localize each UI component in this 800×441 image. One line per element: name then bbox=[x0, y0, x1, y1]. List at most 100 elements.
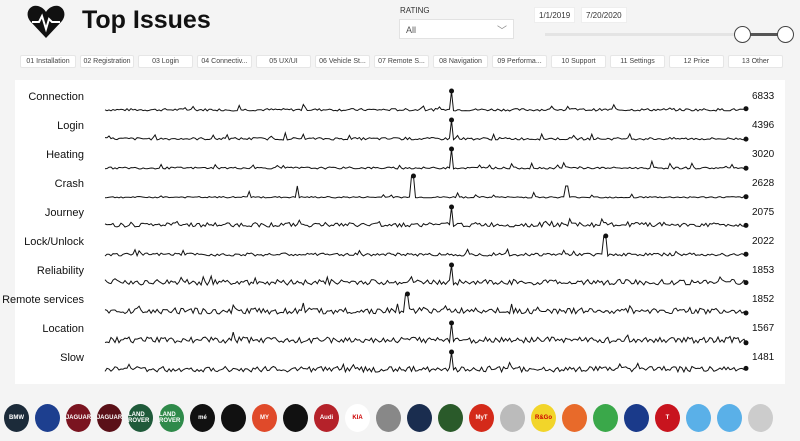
issue-total: 2022 bbox=[752, 236, 775, 247]
brand-logo-button[interactable] bbox=[283, 404, 308, 432]
issue-label: Reliability bbox=[36, 265, 84, 277]
issue-label: Remote services bbox=[2, 294, 84, 306]
brand-logo-button[interactable] bbox=[748, 404, 773, 432]
sparkline-marker bbox=[404, 291, 410, 297]
brand-logo-button[interactable] bbox=[562, 404, 587, 432]
tab-filter[interactable]: 01 Installation bbox=[20, 55, 76, 68]
tab-filter[interactable]: 09 Performa... bbox=[492, 55, 547, 68]
issue-label: Journey bbox=[44, 207, 84, 219]
chevron-down-icon: ﹀ bbox=[497, 26, 507, 37]
heart-pulse-icon bbox=[27, 5, 65, 38]
date-slider-track[interactable] bbox=[545, 33, 745, 36]
issue-total: 1567 bbox=[752, 323, 775, 334]
sparkline-marker bbox=[743, 165, 749, 171]
issue-sparkline bbox=[104, 351, 747, 374]
brand-logo-button[interactable] bbox=[593, 404, 618, 432]
brand-logo-button[interactable]: MY bbox=[252, 404, 277, 432]
rating-label: RATING bbox=[400, 6, 430, 15]
issue-label: Lock/Unlock bbox=[24, 236, 84, 248]
sparkline-marker bbox=[743, 136, 749, 142]
issue-total: 2628 bbox=[752, 178, 775, 189]
tab-filter[interactable]: 10 Support bbox=[551, 55, 606, 68]
tab-filter[interactable]: 08 Navigation bbox=[433, 55, 488, 68]
end-date-input[interactable]: 7/20/2020 bbox=[581, 7, 627, 23]
brand-logo-button[interactable] bbox=[407, 404, 432, 432]
brand-logo-button[interactable] bbox=[35, 404, 60, 432]
brand-logo-button[interactable] bbox=[376, 404, 401, 432]
date-slider-fill bbox=[742, 33, 787, 36]
issue-sparkline bbox=[104, 235, 747, 258]
sparkline-marker bbox=[449, 204, 455, 210]
brand-logo-button[interactable]: Audi bbox=[314, 404, 339, 432]
tab-filter[interactable]: 03 Login bbox=[138, 55, 193, 68]
issue-sparkline bbox=[104, 264, 747, 287]
issue-sparkline bbox=[104, 148, 747, 170]
brand-logo-button[interactable] bbox=[717, 404, 742, 432]
sparkline-marker bbox=[743, 106, 749, 112]
issue-label: Location bbox=[42, 323, 84, 335]
sparkline-marker bbox=[743, 340, 749, 346]
brand-logo-button[interactable]: MyT bbox=[469, 404, 494, 432]
brand-logo-bar: BMW JAGUAR JAGUAR LAND ROVER LAND ROVER mé MY A… bbox=[4, 404, 773, 432]
rating-dropdown[interactable]: All ﹀ bbox=[399, 19, 514, 39]
tab-filter[interactable]: 05 UX/UI bbox=[256, 55, 311, 68]
tab-filter[interactable]: 02 Registration bbox=[80, 55, 134, 68]
brand-logo-button[interactable]: KIA bbox=[345, 404, 370, 432]
tab-filter[interactable]: 13 Other bbox=[728, 55, 783, 68]
rating-value: All bbox=[406, 25, 417, 35]
tab-filter[interactable]: 04 Connectiv... bbox=[197, 55, 252, 68]
tab-filter[interactable]: 06 Vehicle St... bbox=[315, 55, 370, 68]
page-title: Top Issues bbox=[82, 6, 211, 34]
issue-total: 3020 bbox=[752, 149, 775, 160]
issue-label: Heating bbox=[46, 149, 84, 161]
sparkline-marker bbox=[449, 88, 455, 94]
sparkline-marker bbox=[449, 117, 455, 123]
issue-total: 2075 bbox=[752, 207, 775, 218]
brand-logo-button[interactable] bbox=[686, 404, 711, 432]
brand-logo-button[interactable]: JAGUAR bbox=[66, 404, 91, 432]
brand-logo-button[interactable] bbox=[221, 404, 246, 432]
sparkline-marker bbox=[743, 365, 749, 371]
start-date-input[interactable]: 1/1/2019 bbox=[534, 7, 576, 23]
sparkline-marker bbox=[449, 146, 455, 152]
issue-label: Crash bbox=[54, 178, 84, 190]
issue-label: Slow bbox=[60, 352, 84, 364]
brand-logo-button[interactable]: R&Go bbox=[531, 404, 556, 432]
sparkline-marker bbox=[603, 233, 609, 239]
sparkline-marker bbox=[449, 349, 455, 355]
issue-total: 4396 bbox=[752, 120, 775, 131]
issue-sparkline bbox=[104, 175, 747, 199]
sparkline-marker bbox=[449, 320, 455, 326]
brand-logo-button[interactable]: mé bbox=[190, 404, 215, 432]
brand-logo-button[interactable]: LAND ROVER bbox=[128, 404, 153, 432]
issues-chart-panel: Connection 6833 Login 4396 Heating 3020 Crash 2… bbox=[2, 80, 785, 384]
sparkline-marker bbox=[449, 262, 455, 268]
tab-filter[interactable]: 07 Remote S... bbox=[374, 55, 429, 68]
issue-sparkline bbox=[104, 293, 747, 315]
brand-logo-button[interactable] bbox=[500, 404, 525, 432]
sparkline-marker bbox=[743, 251, 749, 257]
brand-logo-button[interactable] bbox=[438, 404, 463, 432]
issue-sparkline bbox=[104, 206, 747, 228]
sparklines bbox=[104, 88, 749, 374]
tab-filter[interactable]: 12 Price bbox=[669, 55, 724, 68]
issue-label: Connection bbox=[28, 91, 84, 103]
date-slider-start-handle[interactable] bbox=[734, 26, 751, 43]
sparkline-marker bbox=[743, 194, 749, 200]
sparkline-marker bbox=[743, 222, 749, 228]
issue-total: 1481 bbox=[752, 352, 775, 363]
sparkline-marker bbox=[743, 310, 749, 316]
category-tabs: 01 Installation 02 Registration 03 Login 04… bbox=[20, 55, 783, 68]
issue-sparkline bbox=[104, 90, 747, 112]
issue-total: 1853 bbox=[752, 265, 775, 276]
brand-logo-button[interactable]: LAND ROVER bbox=[159, 404, 184, 432]
brand-logo-button[interactable] bbox=[624, 404, 649, 432]
date-slider-end-handle[interactable] bbox=[777, 26, 794, 43]
sparkline-marker bbox=[410, 173, 416, 179]
sparkline-marker bbox=[743, 280, 749, 286]
brand-logo-button[interactable]: T bbox=[655, 404, 680, 432]
issue-total: 6833 bbox=[752, 91, 775, 102]
brand-logo-button[interactable]: BMW bbox=[4, 404, 29, 432]
brand-logo-button[interactable]: JAGUAR bbox=[97, 404, 122, 432]
tab-filter[interactable]: 11 Settings bbox=[610, 55, 665, 68]
